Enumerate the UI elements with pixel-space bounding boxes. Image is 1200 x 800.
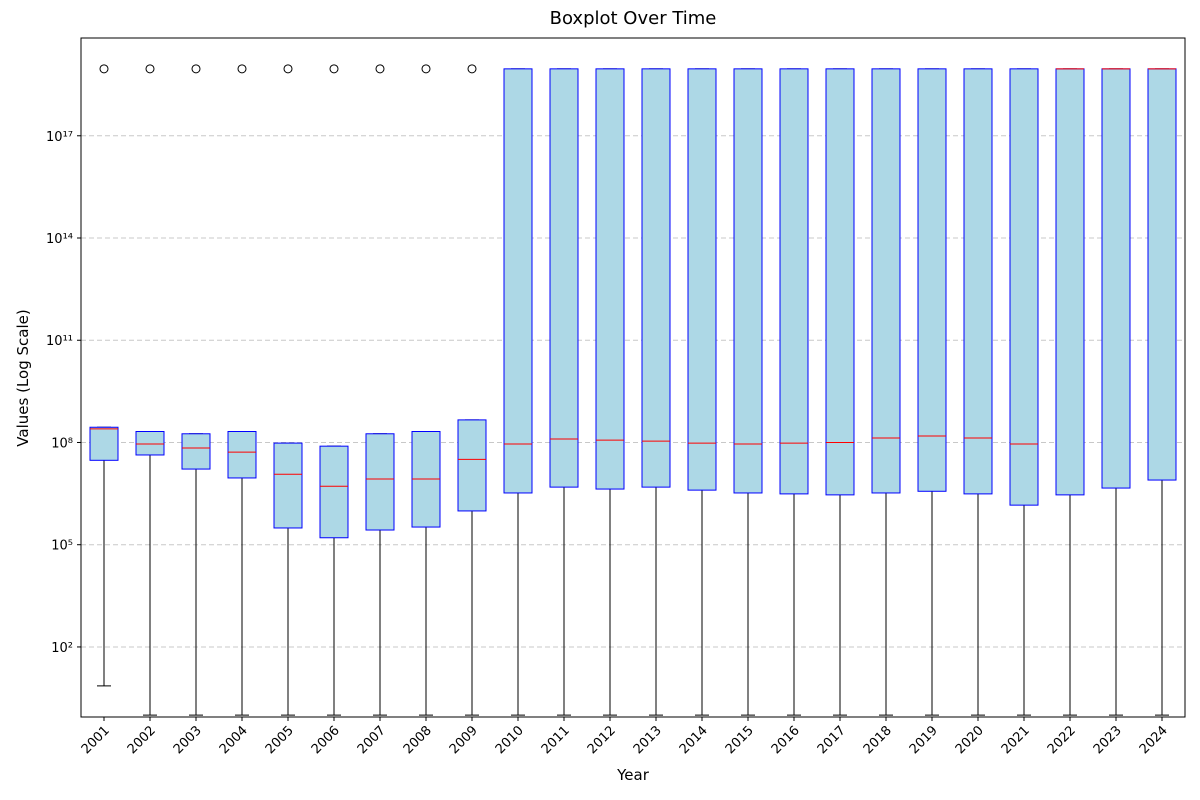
outlier [467, 64, 477, 74]
x-tick-label: 2015 [723, 723, 757, 757]
box [503, 68, 533, 494]
x-tick-label: 2016 [769, 723, 803, 757]
plot-frame [80, 37, 1186, 718]
y-tick-label: 10² [51, 641, 73, 656]
outlier [191, 64, 201, 74]
x-tick-label: 2021 [999, 723, 1033, 757]
y-tick-label: 10⁵ [51, 539, 73, 554]
box [595, 68, 625, 490]
box [365, 433, 395, 531]
box [1055, 68, 1085, 496]
x-tick-label: 2014 [677, 723, 711, 757]
x-tick-label: 2006 [309, 723, 343, 757]
box [779, 68, 809, 495]
box [733, 68, 763, 494]
box [319, 445, 349, 539]
outlier [283, 64, 293, 74]
outlier [99, 64, 109, 74]
box [825, 68, 855, 496]
x-tick-label: 2009 [447, 723, 481, 757]
x-tick-label: 2005 [263, 723, 297, 757]
x-tick-label: 2017 [815, 723, 849, 757]
y-tick-label: 10⁸ [51, 436, 73, 451]
x-tick-label: 2003 [171, 723, 205, 757]
box [871, 68, 901, 494]
box [687, 68, 717, 491]
y-tick-label: 10¹⁴ [46, 232, 73, 247]
box [1147, 68, 1177, 481]
x-tick-label: 2020 [953, 723, 987, 757]
x-tick-label: 2012 [585, 723, 619, 757]
chart-title: Boxplot Over Time [550, 8, 717, 29]
y-tick-label: 10¹¹ [46, 334, 73, 349]
box [549, 68, 579, 488]
box [457, 419, 487, 512]
outlier [237, 64, 247, 74]
x-tick-label: 2023 [1091, 723, 1125, 757]
box [1101, 68, 1131, 489]
outlier [421, 64, 431, 74]
x-tick-label: 2011 [539, 723, 573, 757]
x-axis-label: Year [616, 766, 650, 784]
y-axis-label: Values (Log Scale) [14, 309, 32, 446]
x-tick-label: 2004 [217, 723, 251, 757]
box [641, 68, 671, 488]
x-tick-label: 2001 [79, 723, 113, 757]
x-tick-label: 2018 [861, 723, 895, 757]
x-tick-label: 2008 [401, 723, 435, 757]
box [963, 68, 993, 495]
box [227, 431, 257, 479]
box [1009, 68, 1039, 506]
outlier [145, 64, 155, 74]
x-tick-label: 2019 [907, 723, 941, 757]
box [917, 68, 947, 492]
x-tick-label: 2010 [493, 723, 527, 757]
y-tick-label: 10¹⁷ [46, 130, 73, 145]
x-tick-label: 2022 [1045, 723, 1079, 757]
x-tick-label: 2024 [1137, 723, 1171, 757]
box [135, 431, 165, 456]
x-tick-label: 2002 [125, 723, 159, 757]
box [181, 433, 211, 470]
x-tick-label: 2007 [355, 723, 389, 757]
outlier [375, 64, 385, 74]
box [89, 426, 119, 461]
box [273, 442, 303, 529]
outlier [329, 64, 339, 74]
x-tick-label: 2013 [631, 723, 665, 757]
